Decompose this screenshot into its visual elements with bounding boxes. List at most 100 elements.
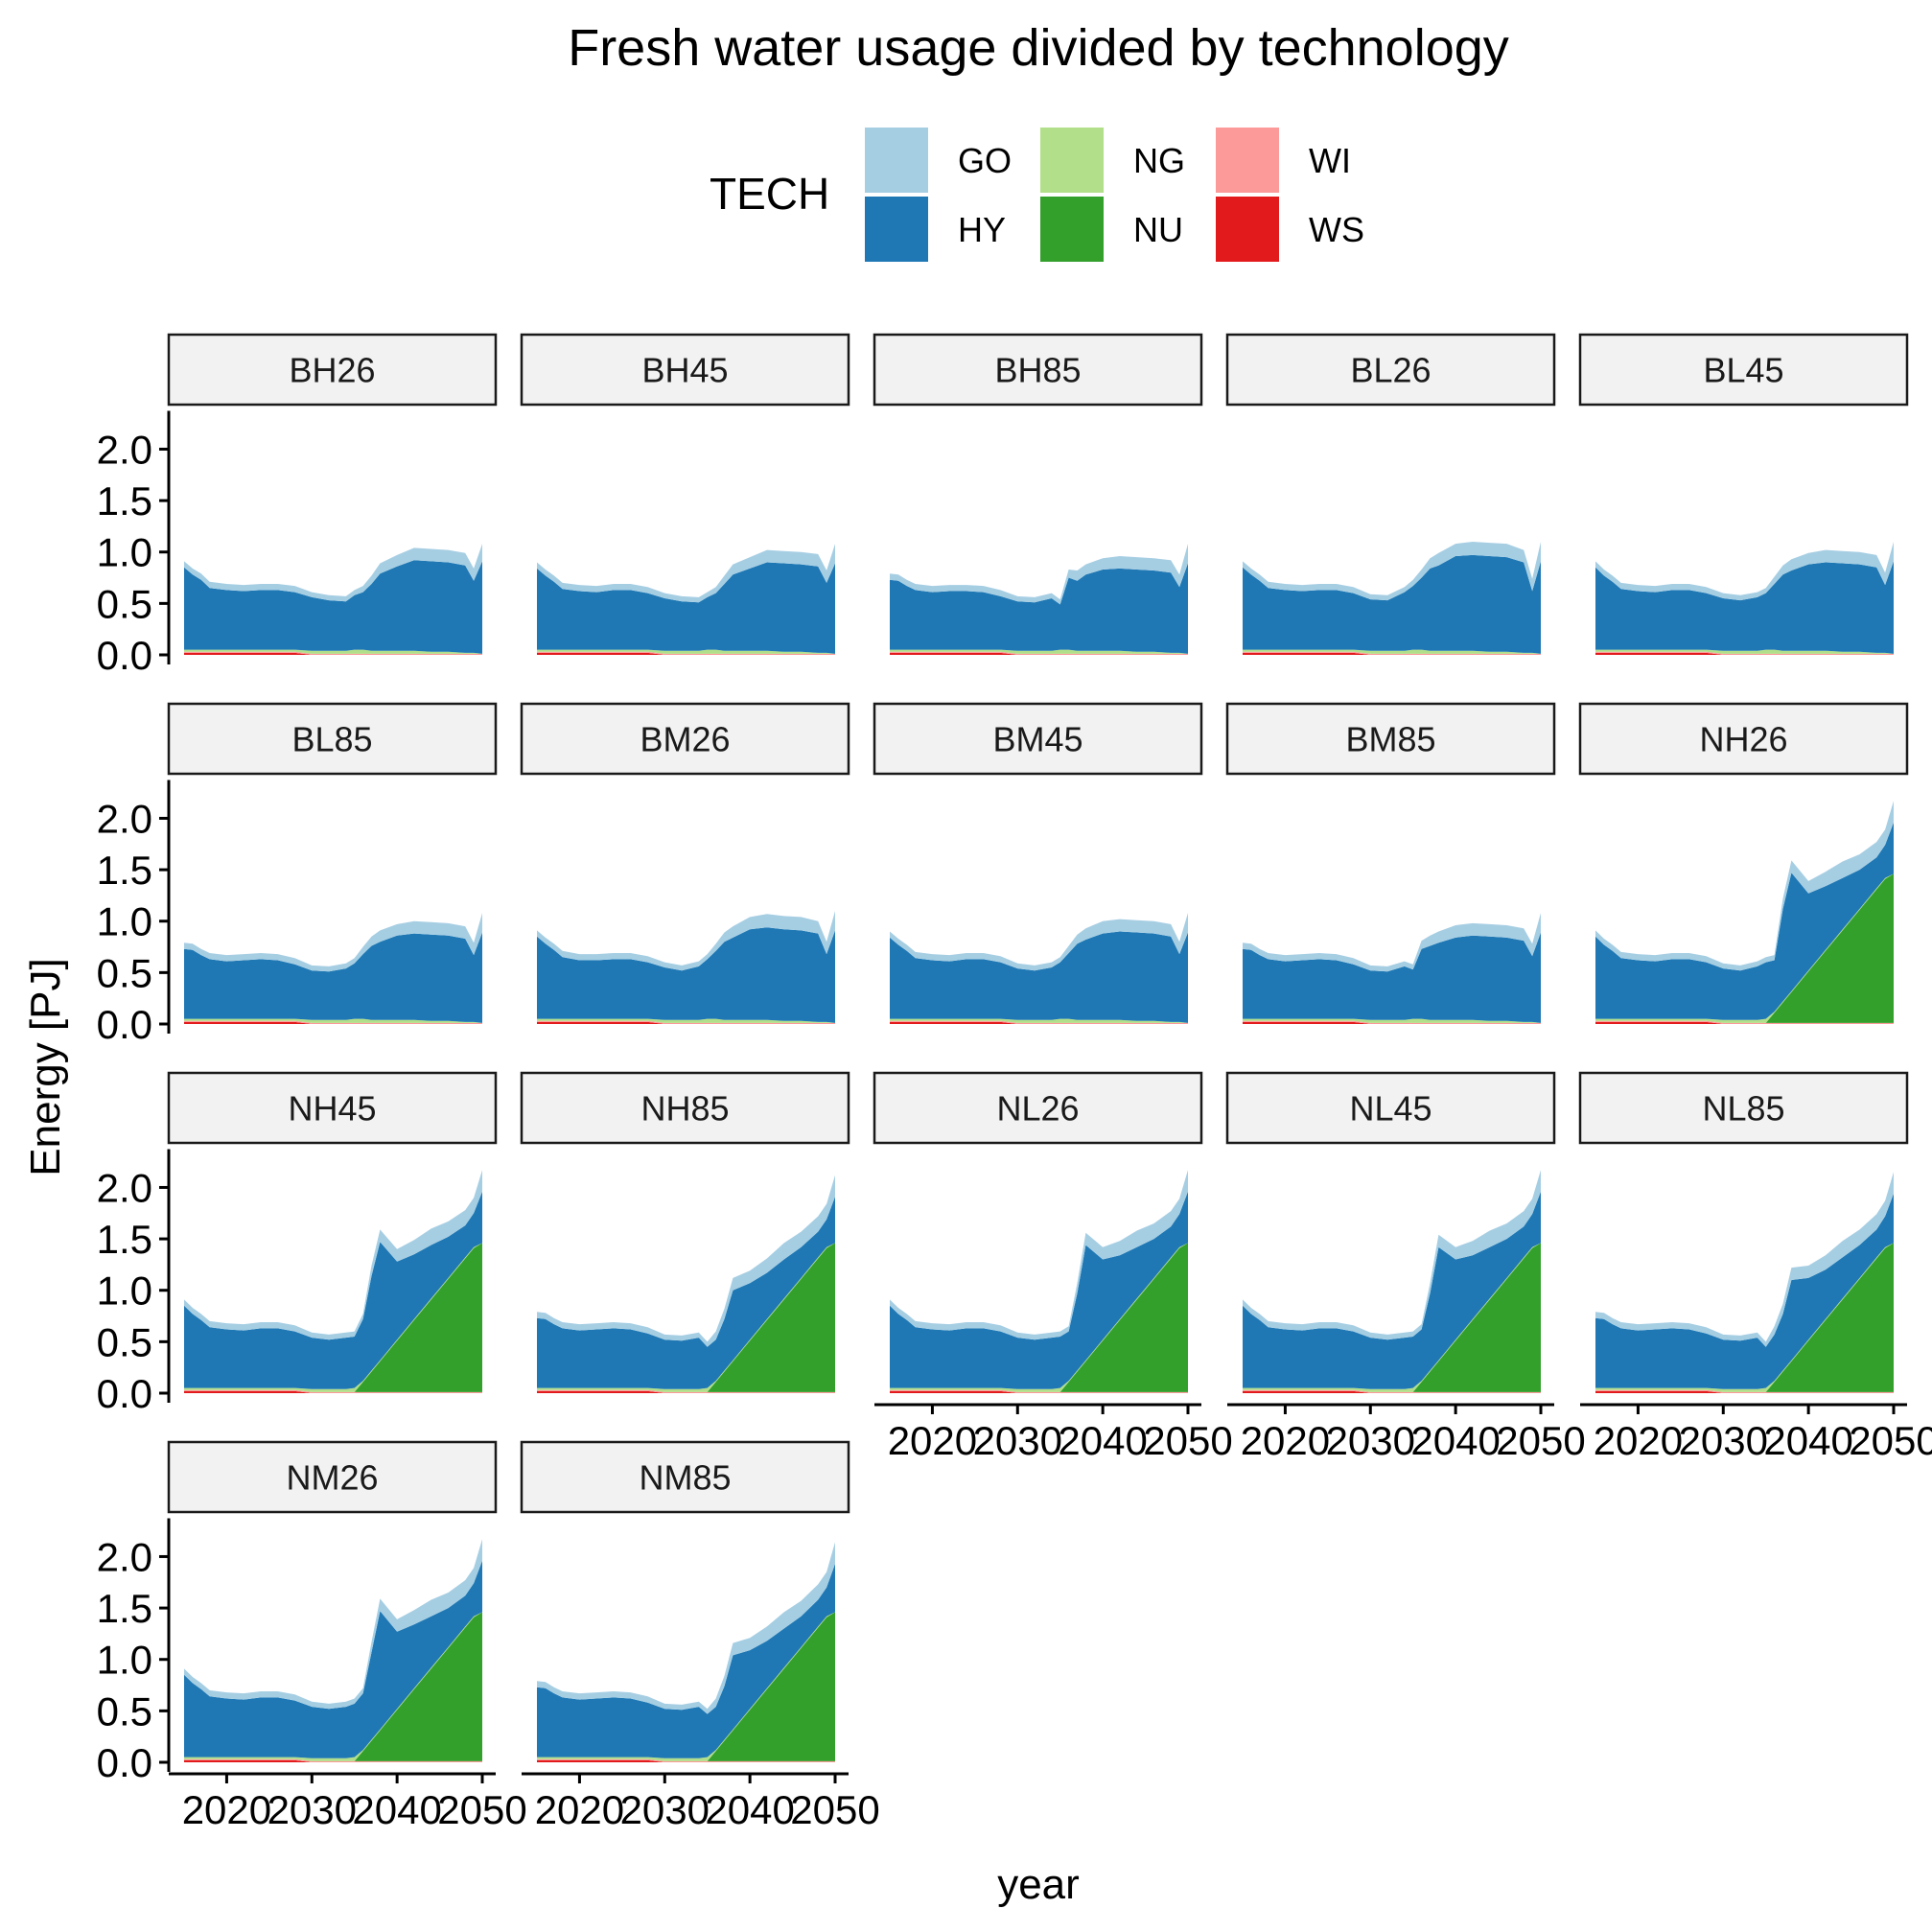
y-tick-label: 0.0: [97, 1371, 152, 1416]
legend-key-wi: [1216, 128, 1279, 193]
strip-bm45: [873, 702, 1203, 776]
area-ws: [184, 652, 482, 655]
x-tick-label: 2040: [705, 1787, 794, 1832]
area-hy: [537, 1564, 835, 1758]
x-tick-label: 2030: [973, 1418, 1062, 1463]
x-tick-label: 2040: [1763, 1418, 1852, 1463]
legend-key-hy: [865, 197, 928, 262]
area-hy: [184, 1191, 482, 1389]
panel-bh26: BH26 0.0 0.5 1.0 1.5 2.0: [97, 333, 498, 678]
area-go: [1595, 1172, 1894, 1347]
strip-label: NH85: [640, 1089, 729, 1129]
panel-bl85: BL85 0.0 0.5 1.0 1.5 2.0: [97, 702, 498, 1047]
strip-bh26: [167, 333, 498, 407]
area-ng: [890, 1018, 1188, 1023]
panel-nh85: NH85: [520, 1071, 850, 1393]
area-wi: [184, 651, 482, 655]
area-ws: [184, 1759, 482, 1762]
area-wi: [1243, 1020, 1541, 1024]
area-nu: [1595, 873, 1894, 1023]
strip-bh45: [520, 333, 850, 407]
area-ng: [537, 1018, 835, 1023]
strip-bl85: [167, 702, 498, 776]
area-hy: [1243, 554, 1541, 654]
area-nu: [537, 1612, 835, 1761]
area-hy: [890, 563, 1188, 654]
area-ng: [537, 649, 835, 654]
x-tick-label: 2050: [1849, 1418, 1932, 1463]
area-hy: [1243, 1191, 1541, 1389]
strip-label: NM26: [286, 1458, 378, 1498]
area-wi: [1595, 1020, 1894, 1024]
legend-label-hy: HY: [958, 210, 1006, 249]
strip-label: BH85: [994, 351, 1081, 390]
area-go: [184, 544, 482, 602]
panel-bl45: BL45: [1578, 333, 1909, 655]
y-tick-label: 0.0: [97, 1002, 152, 1047]
panel-nh45: NH45 0.0 0.5 1.0 1.5 2.0: [97, 1071, 498, 1416]
strip-bh85: [873, 333, 1203, 407]
y-tick-label: 1.5: [97, 1586, 152, 1631]
area-ng: [890, 649, 1188, 654]
area-ws: [890, 1390, 1188, 1393]
strip-nm26: [167, 1440, 498, 1514]
strip-label: BL85: [291, 720, 372, 759]
panel-bm85: BM85: [1225, 702, 1556, 1024]
area-ng: [1595, 649, 1894, 654]
y-tick-label: 1.5: [97, 1217, 152, 1262]
area-go: [890, 913, 1188, 971]
y-tick-label: 0.5: [97, 1319, 152, 1364]
strip-label: BM26: [640, 720, 730, 759]
area-ng: [184, 1018, 482, 1023]
y-axis-title: Energy [PJ]: [22, 958, 69, 1175]
area-hy: [890, 1191, 1188, 1389]
panel-bh45: BH45: [520, 333, 850, 655]
strip-label: BH45: [641, 351, 728, 390]
x-tick-label: 2030: [1679, 1418, 1768, 1463]
strip-nh45: [167, 1071, 498, 1145]
y-tick-label: 0.5: [97, 1688, 152, 1734]
x-tick-label: 2050: [790, 1787, 879, 1832]
area-ws: [1595, 1390, 1894, 1393]
y-tick-label: 2.0: [97, 1165, 152, 1210]
area-ws: [537, 1390, 835, 1393]
area-ws: [890, 1021, 1188, 1024]
strip-label: NH26: [1699, 720, 1787, 759]
area-nu: [184, 1243, 482, 1392]
area-nu: [1595, 1243, 1894, 1392]
strip-label: NL85: [1702, 1089, 1784, 1129]
strip-bm26: [520, 702, 850, 776]
strip-bl45: [1578, 333, 1909, 407]
area-wi: [537, 1020, 835, 1024]
area-hy: [184, 1560, 482, 1758]
x-tick-label: 2050: [437, 1787, 526, 1832]
x-tick-label: 2040: [1058, 1418, 1147, 1463]
y-tick-label: 2.0: [97, 427, 152, 472]
strip-label: BM85: [1345, 720, 1435, 759]
chart-title: Fresh water usage divided by technology: [568, 19, 1509, 77]
x-tick-label: 2030: [1326, 1418, 1415, 1463]
area-go: [184, 1170, 482, 1340]
area-go: [537, 1542, 835, 1714]
area-ng: [1243, 1018, 1541, 1023]
area-wi: [1595, 1389, 1894, 1393]
legend-label-wi: WI: [1309, 141, 1351, 180]
strip-label: BL45: [1703, 351, 1783, 390]
area-hy: [537, 562, 835, 654]
area-ng: [184, 649, 482, 654]
legend-label-go: GO: [958, 141, 1012, 180]
area-hy: [1595, 561, 1894, 654]
area-wi: [890, 1389, 1188, 1393]
area-nu: [890, 1243, 1188, 1392]
facet-panels: BH26 0.0 0.5 1.0 1.5 2.0 BH45 BH85 BL26 BL45 BL85 0…: [97, 333, 1932, 1832]
area-go: [1595, 801, 1894, 971]
area-ng: [1243, 649, 1541, 654]
area-wi: [1243, 1389, 1541, 1393]
area-wi: [537, 1389, 835, 1393]
strip-label: BL26: [1350, 351, 1431, 390]
strip-nm85: [520, 1440, 850, 1514]
